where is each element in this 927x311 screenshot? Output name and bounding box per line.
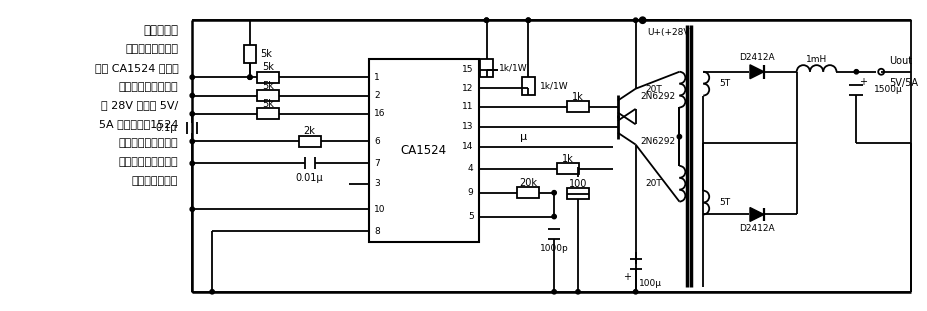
Bar (557, 163, 579, 174)
Circle shape (552, 214, 556, 219)
Text: 5: 5 (468, 212, 474, 221)
Text: 2N6292: 2N6292 (641, 137, 676, 146)
Text: 4: 4 (468, 165, 474, 173)
Circle shape (633, 18, 638, 22)
Text: 推挽转换器: 推挽转换器 (144, 24, 178, 37)
Bar (244, 45, 256, 63)
Text: 9: 9 (468, 188, 474, 197)
Text: 内部将振荡频率二分: 内部将振荡频率二分 (119, 138, 178, 148)
Text: 0.1μ: 0.1μ (156, 123, 177, 132)
Text: 5k: 5k (260, 49, 272, 59)
Circle shape (527, 18, 530, 22)
Bar (257, 90, 279, 101)
Circle shape (641, 19, 644, 22)
Text: 16: 16 (375, 109, 386, 118)
Text: 1k: 1k (572, 92, 584, 102)
Bar (369, 59, 478, 242)
Circle shape (190, 139, 195, 144)
Circle shape (190, 75, 195, 79)
Text: D2412A: D2412A (739, 224, 775, 233)
Text: 5V/5A: 5V/5A (889, 78, 918, 88)
Polygon shape (750, 65, 764, 79)
Text: 5k: 5k (262, 99, 273, 109)
Text: 1mH: 1mH (806, 55, 827, 64)
Circle shape (190, 207, 195, 211)
Bar (298, 136, 321, 147)
Text: 1k/1W: 1k/1W (540, 82, 569, 91)
Text: 11: 11 (462, 102, 474, 111)
Circle shape (527, 18, 530, 22)
Bar (567, 101, 589, 112)
Text: 2k: 2k (304, 127, 315, 137)
Bar (522, 77, 535, 95)
Polygon shape (750, 207, 764, 221)
Circle shape (248, 75, 252, 79)
Circle shape (190, 93, 195, 98)
Circle shape (484, 18, 489, 22)
Text: 8: 8 (375, 227, 380, 236)
Text: 5A 直流电源。1524: 5A 直流电源。1524 (99, 119, 178, 129)
Circle shape (210, 290, 214, 294)
Circle shape (552, 191, 556, 195)
Text: 5k: 5k (262, 62, 273, 72)
Circle shape (248, 75, 252, 79)
Text: 5T: 5T (719, 79, 730, 88)
Circle shape (190, 161, 195, 165)
Text: +: + (859, 77, 868, 87)
Text: CA1524: CA1524 (400, 144, 447, 157)
Circle shape (633, 290, 638, 294)
Text: 12: 12 (463, 84, 474, 93)
Circle shape (678, 134, 681, 139)
Bar (480, 59, 493, 77)
Text: 1500μ: 1500μ (874, 85, 903, 94)
Circle shape (576, 290, 580, 294)
Text: 管推挽输出电路，可: 管推挽输出电路，可 (119, 82, 178, 92)
Circle shape (484, 18, 489, 22)
Text: 20T: 20T (646, 85, 663, 94)
Text: 0.01μ: 0.01μ (296, 173, 324, 183)
Text: 频，其输出频率为振: 频，其输出频率为振 (119, 157, 178, 167)
Circle shape (552, 290, 556, 294)
Text: 1: 1 (375, 73, 380, 82)
Circle shape (641, 18, 645, 22)
Text: 20k: 20k (519, 178, 538, 188)
Text: 2: 2 (375, 91, 380, 100)
Text: 10: 10 (375, 205, 386, 214)
Text: 6: 6 (375, 137, 380, 146)
Bar (567, 188, 589, 199)
Text: 1k: 1k (562, 154, 574, 164)
Circle shape (854, 70, 858, 74)
Text: μ: μ (520, 132, 527, 142)
Text: 15: 15 (462, 65, 474, 74)
Circle shape (190, 112, 195, 116)
Text: 14: 14 (463, 142, 474, 151)
Text: 5k: 5k (262, 81, 273, 91)
Text: U+(+28V): U+(+28V) (648, 28, 693, 37)
Text: 7: 7 (375, 159, 380, 168)
Text: 电路 CA1524 和晶体: 电路 CA1524 和晶体 (95, 63, 178, 73)
Text: +: + (623, 272, 630, 282)
Text: 荡频率的一半。: 荡频率的一半。 (132, 176, 178, 186)
Text: 3: 3 (375, 179, 380, 188)
Text: 100: 100 (569, 179, 587, 189)
Text: 将 28V 转换成 5V/: 将 28V 转换成 5V/ (101, 100, 178, 110)
Text: D2412A: D2412A (739, 53, 775, 63)
Text: 100μ: 100μ (639, 279, 662, 288)
Text: 1k/1W: 1k/1W (499, 63, 527, 72)
Text: 1000p: 1000p (540, 244, 568, 253)
Bar (257, 72, 279, 83)
Text: 利用脉宽调制集成: 利用脉宽调制集成 (125, 44, 178, 54)
Bar (257, 109, 279, 119)
Bar (517, 187, 540, 198)
Text: 20T: 20T (646, 179, 663, 188)
Text: 2N6292: 2N6292 (641, 92, 676, 101)
Text: 5T: 5T (719, 198, 730, 207)
Text: Uout: Uout (889, 56, 912, 66)
Text: 13: 13 (462, 122, 474, 131)
